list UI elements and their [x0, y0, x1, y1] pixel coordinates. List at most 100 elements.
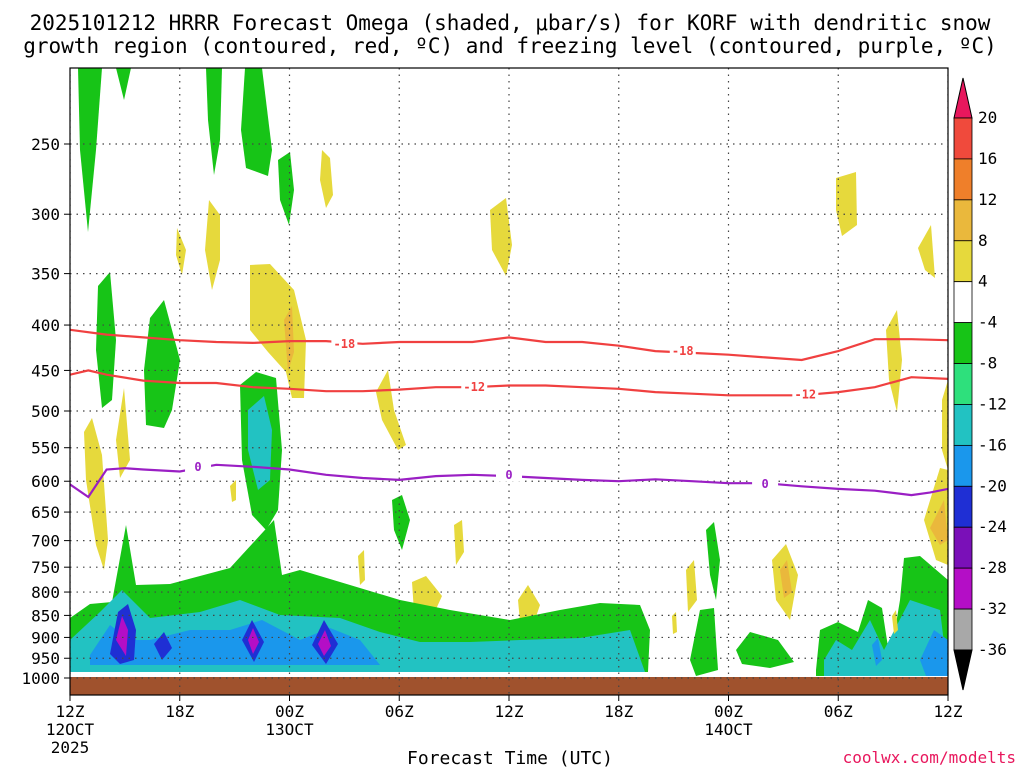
y-tick-label: 700	[31, 532, 60, 551]
omega-region-yellow	[116, 388, 130, 478]
y-tick-label: 1000	[21, 669, 60, 688]
colorbar-bottom-arrow	[953, 649, 973, 691]
contour-label: -12	[794, 387, 816, 401]
colorbar-label: -12	[978, 394, 1007, 413]
colorbar-segment	[953, 322, 973, 364]
y-tick-label: 550	[31, 439, 60, 458]
x-tick-date: 12OCT	[46, 720, 95, 739]
colorbar-segment	[953, 567, 973, 610]
omega-region-yellow	[918, 225, 935, 278]
colorbar-label: 8	[978, 231, 988, 250]
omega-region-yellow	[892, 610, 898, 634]
contour-label-bg	[669, 343, 696, 359]
contour-label: 0	[505, 468, 512, 482]
y-tick-label: 250	[31, 135, 60, 154]
credit-text: coolwx.com/modelts	[843, 748, 1016, 767]
omega-region-green	[241, 68, 272, 176]
omega-region-yellow	[686, 560, 697, 612]
y-tick-label: 800	[31, 583, 60, 602]
colorbar-top-arrow	[953, 77, 973, 119]
omega-region-green	[736, 632, 794, 668]
colorbar-segment	[953, 608, 973, 651]
omega-region-green	[116, 68, 131, 100]
omega-region-yellow	[836, 172, 857, 236]
omega-region-yellow	[942, 380, 948, 470]
omega-shading	[70, 68, 948, 676]
x-tick-label: 18Z	[165, 702, 194, 721]
colorbar-label: -36	[978, 640, 1007, 659]
contour-label-bg	[496, 466, 522, 482]
colorbar-label: -16	[978, 435, 1007, 454]
chart-title-line2: growth region (contoured, red, ºC) and f…	[23, 34, 997, 58]
x-tick-date: 14OCT	[704, 720, 753, 739]
colorbar-label: -8	[978, 354, 997, 373]
x-tick-label: 06Z	[824, 702, 853, 721]
omega-region-green	[206, 68, 222, 175]
omega-region-yellow	[490, 198, 512, 276]
omega-region-teal	[824, 600, 948, 676]
omega-region-yellow	[454, 520, 464, 565]
colorbar-label: -4	[978, 313, 997, 332]
omega-region-green	[78, 68, 102, 232]
colorbar-label: -24	[978, 517, 1007, 536]
omega-region-orange	[780, 560, 792, 598]
x-tick-date: 13OCT	[265, 720, 314, 739]
contour-label: 0	[194, 460, 201, 474]
omega-region-green	[144, 300, 180, 428]
x-axis-label: Forecast Time (UTC)	[407, 748, 613, 768]
contour-labels: -18 -18 -12 -12 0 0 0	[185, 335, 819, 491]
y-tick-label: 750	[31, 558, 60, 577]
omega-region-purple	[318, 630, 331, 656]
y-tick-label: 500	[31, 402, 60, 421]
omega-region-yellow	[886, 310, 902, 412]
omega-region-purple	[248, 628, 259, 654]
omega-region-blue	[920, 630, 948, 676]
omega-region-yellow	[230, 480, 236, 502]
colorbar-label: 12	[978, 190, 997, 209]
colorbar-label: 16	[978, 149, 997, 168]
x-tick-label: 00Z	[275, 702, 304, 721]
colorbar: 20 16 12 8 4 -4 -8 -12 -16 -20 -24 -28 -32 -36	[953, 77, 1007, 691]
x-tick-label: 12Z	[934, 702, 963, 721]
omega-region-orange	[284, 306, 294, 372]
contour-label-bg	[331, 335, 358, 351]
colorbar-segment	[953, 240, 973, 283]
contour-label-bg	[752, 475, 779, 491]
colorbar-label: 20	[978, 108, 997, 127]
colorbar-label: 4	[978, 272, 988, 291]
contour-label: -12	[463, 380, 485, 394]
colorbar-label: -28	[978, 558, 1007, 577]
contour-line-minus18	[70, 328, 948, 362]
contour-line-0	[70, 463, 948, 499]
colorbar-label: -32	[978, 599, 1007, 618]
omega-region-orange	[930, 500, 948, 545]
colorbar-segment	[953, 363, 973, 405]
omega-region-yellow	[205, 200, 220, 290]
chart-title-line1: 2025101212 HRRR Forecast Omega (shaded, …	[30, 11, 991, 35]
contour-label: -18	[672, 344, 694, 358]
colorbar-segment	[953, 404, 973, 446]
colorbar-segment	[953, 199, 973, 242]
x-tick-label: 12Z	[56, 702, 85, 721]
contour-label: -18	[334, 337, 356, 351]
y-tick-label: 650	[31, 503, 60, 522]
y-tick-label: 350	[31, 265, 60, 284]
omega-region-blue	[872, 638, 882, 666]
omega-region-green	[278, 152, 294, 225]
x-tick-label: 12Z	[495, 702, 524, 721]
omega-region-green	[706, 522, 720, 600]
colorbar-segment	[953, 117, 973, 160]
colorbar-segment	[953, 281, 973, 324]
y-tick-label: 600	[31, 472, 60, 491]
x-tick-label: 00Z	[714, 702, 743, 721]
omega-region-green	[392, 495, 410, 550]
omega-region-yellow	[672, 612, 677, 634]
y-axis-ticks: 250 300 350 400 450 500 550 600 650 700 750 800 850 9…	[21, 135, 70, 688]
colorbar-segment	[953, 526, 973, 569]
colorbar-segment	[953, 485, 973, 528]
contour-label-bg	[185, 458, 212, 474]
omega-region-yellow	[84, 418, 108, 570]
plot-area: -18 -18 -12 -12 0 0 0	[70, 68, 948, 695]
omega-region-yellow	[320, 150, 333, 208]
